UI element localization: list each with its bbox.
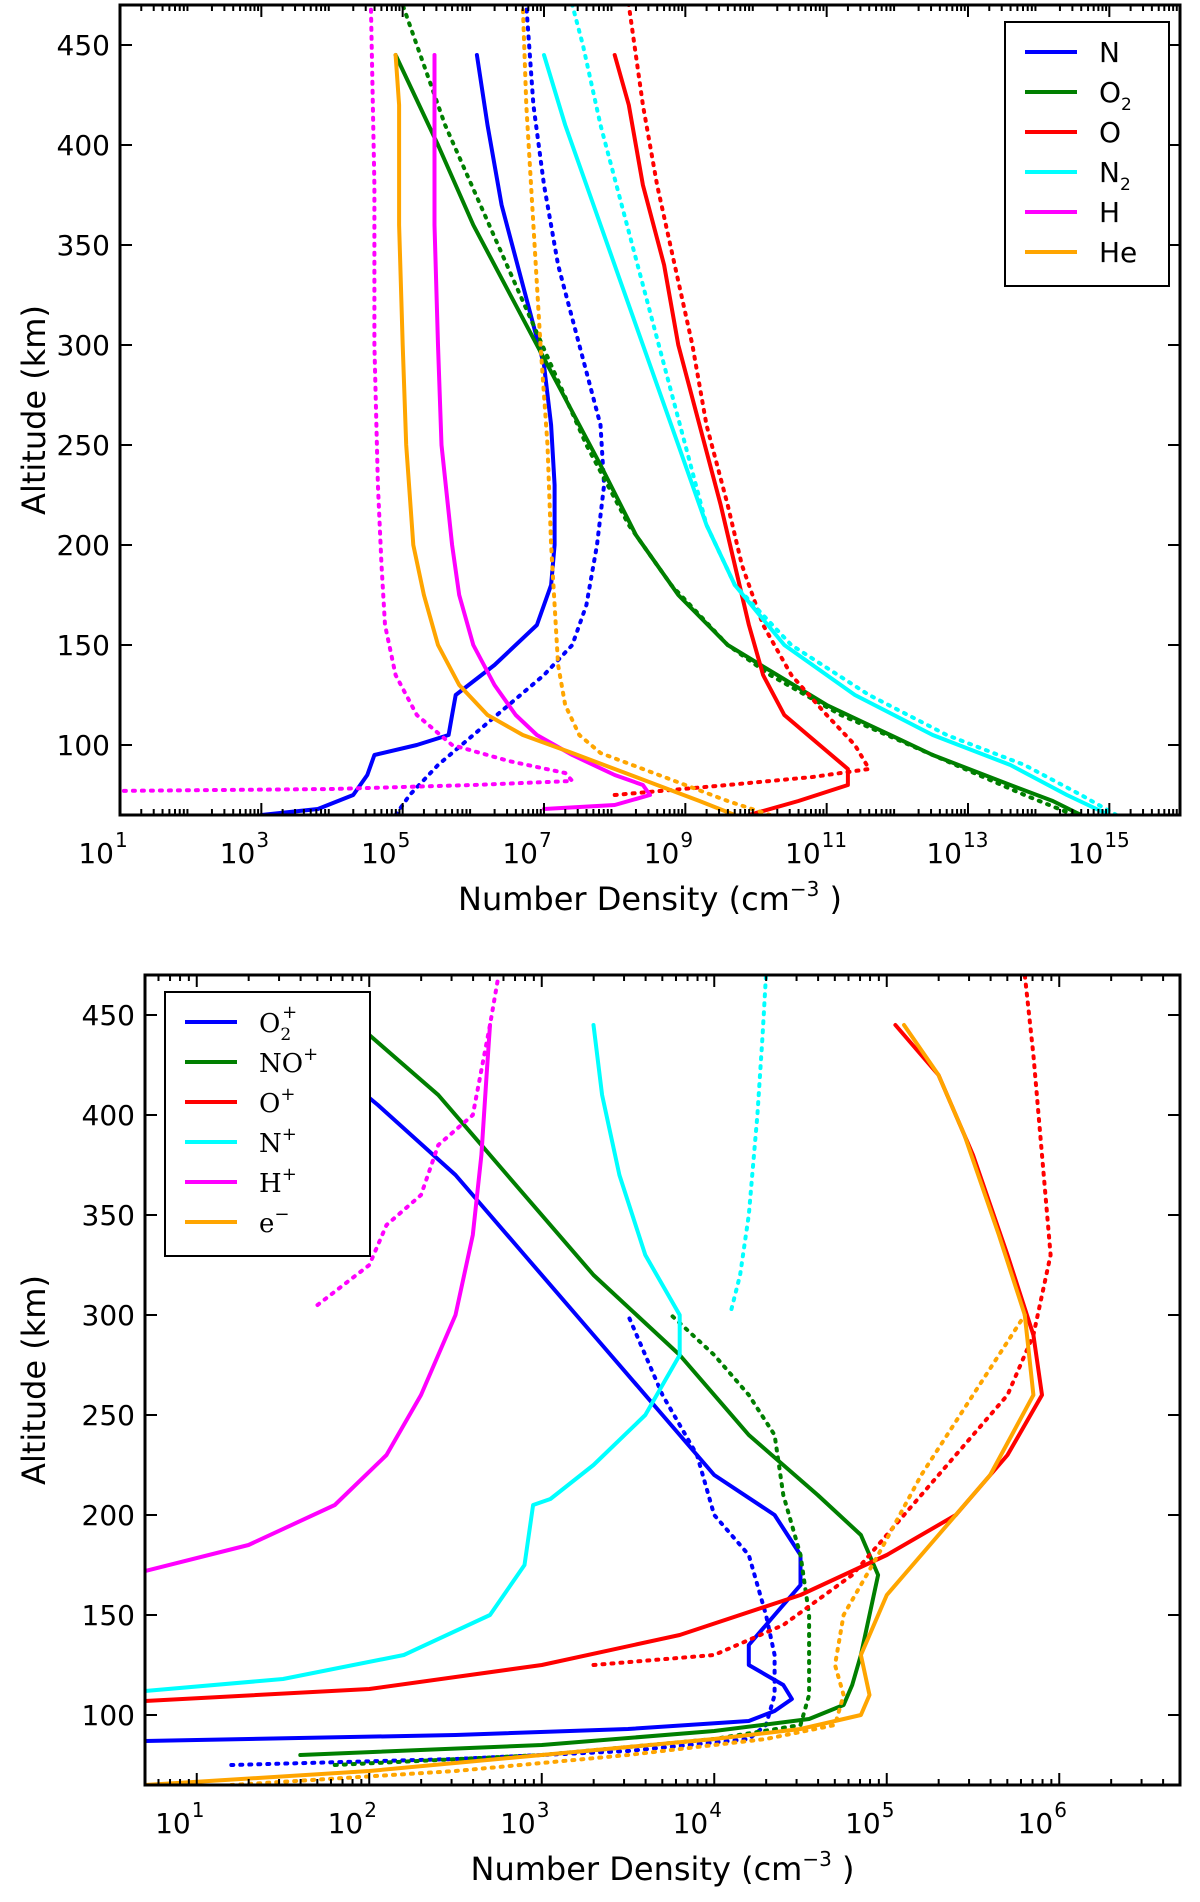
chart-neutral: 10 1 10 3 10 5 10 7 10 9 10 11 10 13 10 151001502002503… xyxy=(15,3,1182,918)
x-axis-label: Number Density (cm−3 ) xyxy=(458,877,842,918)
series-N+-dotted xyxy=(729,975,768,1311)
x-tick-label: 10 xyxy=(845,1807,881,1840)
legend-label-O: O xyxy=(1099,116,1121,149)
series-e--dotted xyxy=(229,1313,1027,1785)
x-tick-label-exp: 13 xyxy=(963,828,988,852)
legend-label-N+: N+ xyxy=(259,1124,297,1159)
legend-label-N2: N2 xyxy=(1099,156,1131,195)
x-axis-label: Number Density (cm−3 ) xyxy=(471,1847,855,1888)
series-H+-dotted xyxy=(315,975,501,1307)
y-tick-label: 400 xyxy=(57,129,110,162)
series-N2-dotted xyxy=(570,5,1119,815)
series-group xyxy=(145,975,1053,1785)
x-tick-label-exp: 1 xyxy=(192,1798,205,1822)
series-group xyxy=(120,5,1119,815)
legend-label-N: N xyxy=(1099,36,1120,69)
x-tick-label-exp: 1 xyxy=(115,828,128,852)
series-N-solid xyxy=(259,53,557,815)
x-tick-label-exp: 6 xyxy=(1054,1798,1067,1822)
x-tick-label: 10 xyxy=(78,837,114,870)
legend xyxy=(164,991,371,1257)
series-H-dotted xyxy=(120,5,577,793)
y-tick-label: 250 xyxy=(57,429,110,462)
x-tick-label-exp: 2 xyxy=(364,1798,377,1822)
series-NO+-solid xyxy=(298,1033,881,1757)
series-O2-solid xyxy=(393,53,1084,815)
series-e--solid xyxy=(145,1023,1036,1785)
series-N-dotted xyxy=(393,5,607,815)
x-tick-label-exp: 3 xyxy=(256,828,269,852)
x-tick-label-exp: 7 xyxy=(539,828,552,852)
y-axis-label: Altitude (km) xyxy=(15,1275,53,1485)
x-tick-label-exp: 11 xyxy=(822,828,847,852)
legend-label-O2+: O2+ xyxy=(259,1002,297,1045)
x-tick-label: 10 xyxy=(502,837,538,870)
y-tick-label: 400 xyxy=(82,1099,135,1132)
legend-label-e-: e− xyxy=(259,1204,289,1239)
x-tick-label-exp: 5 xyxy=(882,1798,895,1822)
plot-frame xyxy=(118,3,1182,817)
y-tick-label: 300 xyxy=(57,329,110,362)
legend-label-H: H xyxy=(1099,196,1120,229)
y-tick-label: 300 xyxy=(82,1299,135,1332)
series-N2-solid xyxy=(542,53,1112,815)
series-H-solid xyxy=(432,53,652,811)
y-tick-label: 200 xyxy=(57,529,110,562)
x-tick-label: 10 xyxy=(926,837,962,870)
series-NO+-dotted xyxy=(332,1313,812,1767)
legend-label-NO+: NO+ xyxy=(259,1044,318,1079)
x-tick-label: 10 xyxy=(500,1807,536,1840)
x-tick-label-exp: 15 xyxy=(1104,828,1129,852)
y-tick-label: 150 xyxy=(82,1599,135,1632)
series-O2+-dotted xyxy=(229,1313,777,1767)
y-tick-label: 350 xyxy=(82,1199,135,1232)
series-O-dotted xyxy=(612,5,873,797)
y-axis-label: Altitude (km) xyxy=(15,305,53,515)
x-tick-label: 10 xyxy=(1018,1807,1054,1840)
legend-label-He: He xyxy=(1099,236,1137,269)
series-N+-solid xyxy=(145,1023,682,1693)
legend-label-O+: O+ xyxy=(259,1084,295,1119)
y-tick-label: 150 xyxy=(57,629,110,662)
x-tick-label: 10 xyxy=(220,837,256,870)
y-tick-label: 200 xyxy=(82,1499,135,1532)
x-tick-label-exp: 3 xyxy=(537,1798,550,1822)
legend-label-H+: H+ xyxy=(259,1164,297,1199)
series-O+-dotted xyxy=(591,975,1053,1667)
y-tick-label: 100 xyxy=(57,729,110,762)
legend xyxy=(1004,21,1170,287)
series-O2-dotted xyxy=(400,5,1076,815)
y-tick-label: 450 xyxy=(82,999,135,1032)
y-tick-label: 450 xyxy=(57,29,110,62)
chart-ion: 10 1 10 2 10 3 10 4 10 5 10 61001502002503003504004… xyxy=(15,973,1182,1888)
x-tick-label: 10 xyxy=(644,837,680,870)
x-tick-label: 10 xyxy=(361,837,397,870)
x-tick-label: 10 xyxy=(1068,837,1104,870)
y-tick-label: 250 xyxy=(82,1399,135,1432)
x-tick-label: 10 xyxy=(328,1807,364,1840)
series-He-dotted xyxy=(520,5,773,815)
x-tick-label-exp: 5 xyxy=(398,828,411,852)
y-tick-label: 100 xyxy=(82,1699,135,1732)
series-H+-solid xyxy=(145,1023,492,1573)
legend-label-O2: O2 xyxy=(1099,76,1132,115)
x-tick-label: 10 xyxy=(155,1807,191,1840)
x-tick-label: 10 xyxy=(785,837,821,870)
y-tick-label: 350 xyxy=(57,229,110,262)
x-tick-label: 10 xyxy=(673,1807,709,1840)
x-tick-label-exp: 4 xyxy=(709,1798,722,1822)
series-He-solid xyxy=(393,53,737,815)
x-tick-label-exp: 9 xyxy=(680,828,693,852)
